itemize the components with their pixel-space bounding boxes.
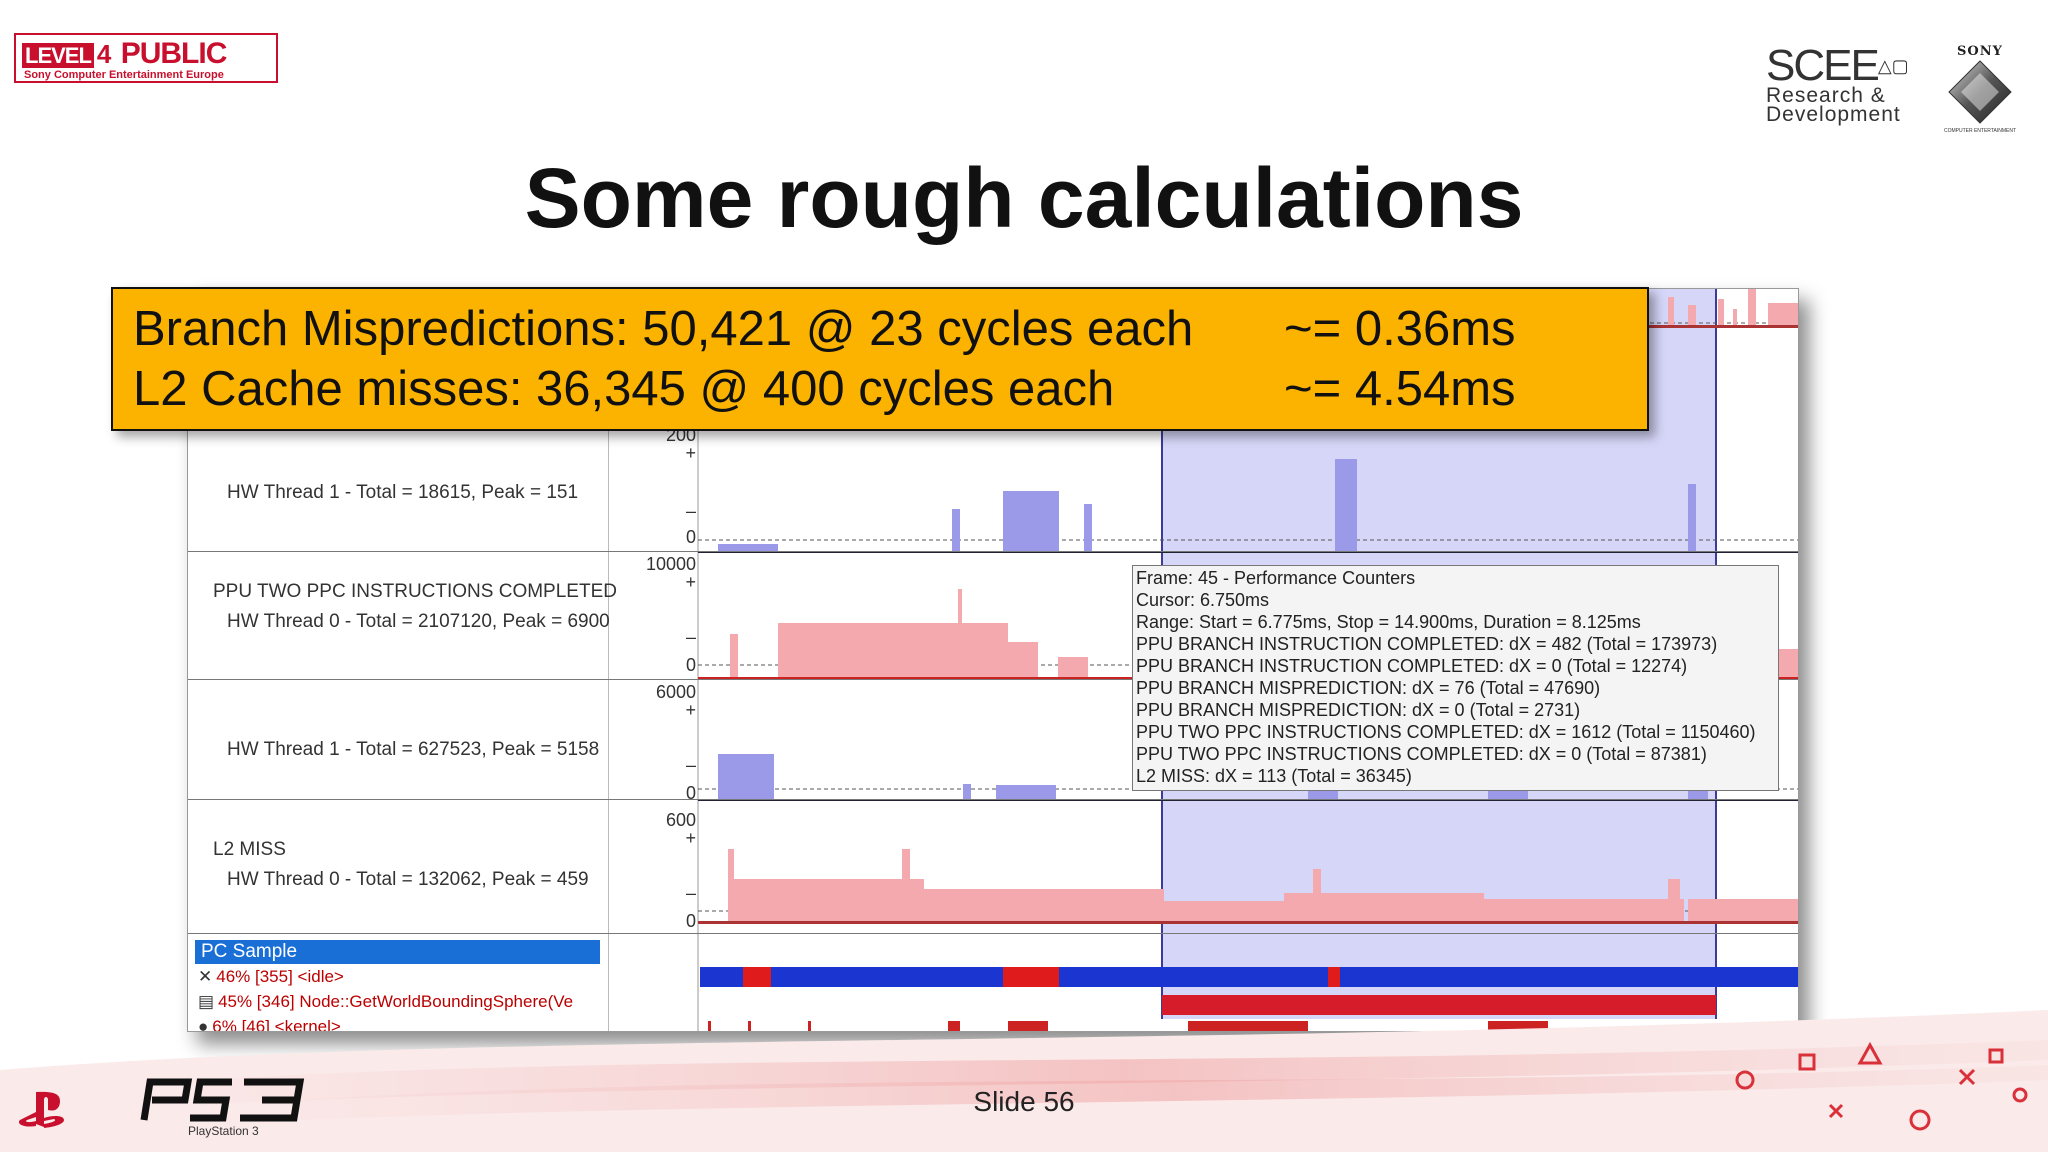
- y-axis-label: 600: [665, 810, 696, 830]
- tooltip-line: PPU BRANCH MISPREDICTION: dX = 0 (Total …: [1136, 700, 1581, 720]
- level4-subtitle: Sony Computer Entertainment Europe: [24, 69, 224, 81]
- y-axis-plus: +: [685, 572, 696, 592]
- footer-swoosh: [0, 1010, 2048, 1152]
- callout-l2-text: L2 Cache misses: 36,345 @ 400 cycles eac…: [133, 362, 1115, 416]
- level4-public-logo: LEVEL 4 PUBLIC Sony Computer Entertainmen…: [14, 33, 278, 83]
- counter-name[interactable]: PPU TWO PPC INSTRUCTIONS COMPLETED: [213, 581, 617, 602]
- counter-list-panel: [188, 289, 609, 1031]
- slide-number: Slide 56: [973, 1086, 1075, 1117]
- series-top-red: [1668, 289, 1798, 327]
- y-axis-label: 0: [685, 911, 696, 931]
- sony-diamond-icon: [1948, 60, 2012, 124]
- callout-l2-result: ~= 4.54ms: [1284, 362, 1516, 416]
- callout-branch-text: Branch Mispredictions: 50,421 @ 23 cycle…: [133, 302, 1194, 356]
- sony-text: SONY: [1957, 44, 2003, 59]
- tooltip-line: PPU BRANCH INSTRUCTION COMPLETED: dX = 4…: [1136, 634, 1718, 654]
- counter-label[interactable]: HW Thread 0 - Total = 132062, Peak = 459: [227, 869, 589, 890]
- level4-word: PUBLIC: [120, 37, 228, 70]
- scee-line2: Development: [1766, 103, 1901, 126]
- error-icon: ✕: [198, 967, 213, 986]
- ps3-subtitle: PlayStation 3: [188, 1124, 259, 1138]
- pc-sample-item[interactable]: ▤ 45% [346] Node::GetWorldBoundingSphere(…: [198, 992, 574, 1011]
- level4-level-text: LEVEL: [22, 43, 94, 68]
- document-icon: ▤: [198, 992, 215, 1011]
- y-axis-label: 6000: [655, 682, 696, 702]
- pc-sample-bars: [700, 967, 1798, 1031]
- pc-sample-item[interactable]: ✕ 46% [355] <idle>: [198, 967, 344, 986]
- scee-text: SCEE: [1766, 41, 1880, 90]
- tooltip-line: Cursor: 6.750ms: [1136, 590, 1270, 610]
- playstation-symbols-icon: △▢: [1877, 56, 1909, 76]
- y-axis-minus: –: [685, 755, 696, 775]
- tooltip-line: Range: Start = 6.775ms, Stop = 14.900ms,…: [1136, 612, 1641, 632]
- sony-logo: SONY COMPUTER ENTERTAINMENT: [1940, 44, 2020, 134]
- counter-label[interactable]: HW Thread 1 - Total = 18615, Peak = 151: [227, 482, 579, 503]
- tooltip-line: PPU BRANCH INSTRUCTION COMPLETED: dX = 0…: [1136, 656, 1688, 676]
- y-axis-plus: +: [685, 443, 696, 463]
- tooltip-line: PPU TWO PPC INSTRUCTIONS COMPLETED: dX =…: [1136, 744, 1707, 764]
- scee-line1: Research &: [1766, 84, 1886, 107]
- calculation-callout: Branch Mispredictions: 50,421 @ 23 cycle…: [111, 287, 1649, 431]
- callout-branch-result: ~= 0.36ms: [1284, 302, 1516, 356]
- row-divider: [188, 679, 1798, 680]
- sony-subtitle: COMPUTER ENTERTAINMENT: [1943, 128, 2017, 134]
- y-axis-label: 0: [685, 655, 696, 675]
- y-axis-plus: +: [685, 828, 696, 848]
- y-axis-minus: –: [685, 883, 696, 903]
- y-axis-label: 10000: [645, 554, 696, 574]
- playstation-logo-icon: [18, 1091, 64, 1128]
- y-axis-plus: +: [685, 700, 696, 720]
- pc-sample-item[interactable]: ● 6% [46] <kernel>: [198, 1017, 341, 1032]
- series-hwthread1-blue: [718, 459, 1696, 551]
- y-axis-label: 0: [685, 783, 696, 803]
- y-axis-label: 0: [685, 527, 696, 547]
- dot-icon: ●: [198, 1017, 209, 1032]
- y-axis-minus: –: [685, 501, 696, 521]
- tooltip-line: Frame: 45 - Performance Counters: [1136, 568, 1416, 588]
- pc-sample-header[interactable]: PC Sample: [195, 940, 600, 964]
- row-divider: [188, 551, 1798, 552]
- y-axis-minus: –: [685, 627, 696, 647]
- level4-badge: 4: [93, 39, 114, 69]
- scee-logo: SCEE△▢ Research & Development: [1766, 44, 1916, 126]
- playstation-symbols-pattern: [1735, 1041, 2028, 1131]
- counter-tooltip: Frame: 45 - Performance Counters Cursor:…: [1132, 565, 1779, 791]
- row-divider: [188, 799, 1798, 800]
- row-divider: [188, 933, 1798, 934]
- tooltip-line: PPU TWO PPC INSTRUCTIONS COMPLETED: dX =…: [1136, 722, 1756, 742]
- slide-title: Some rough calculations: [524, 151, 1524, 245]
- ps3-logo-icon: [140, 1078, 305, 1122]
- counter-label[interactable]: HW Thread 0 - Total = 2107120, Peak = 69…: [227, 611, 610, 632]
- counter-name[interactable]: L2 MISS: [213, 839, 286, 860]
- tooltip-line: L2 MISS: dX = 113 (Total = 36345): [1136, 766, 1412, 786]
- counter-label[interactable]: HW Thread 1 - Total = 627523, Peak = 515…: [227, 739, 600, 760]
- tooltip-line: PPU BRANCH MISPREDICTION: dX = 76 (Total…: [1136, 678, 1601, 698]
- series-l2-miss-red: [728, 849, 1798, 921]
